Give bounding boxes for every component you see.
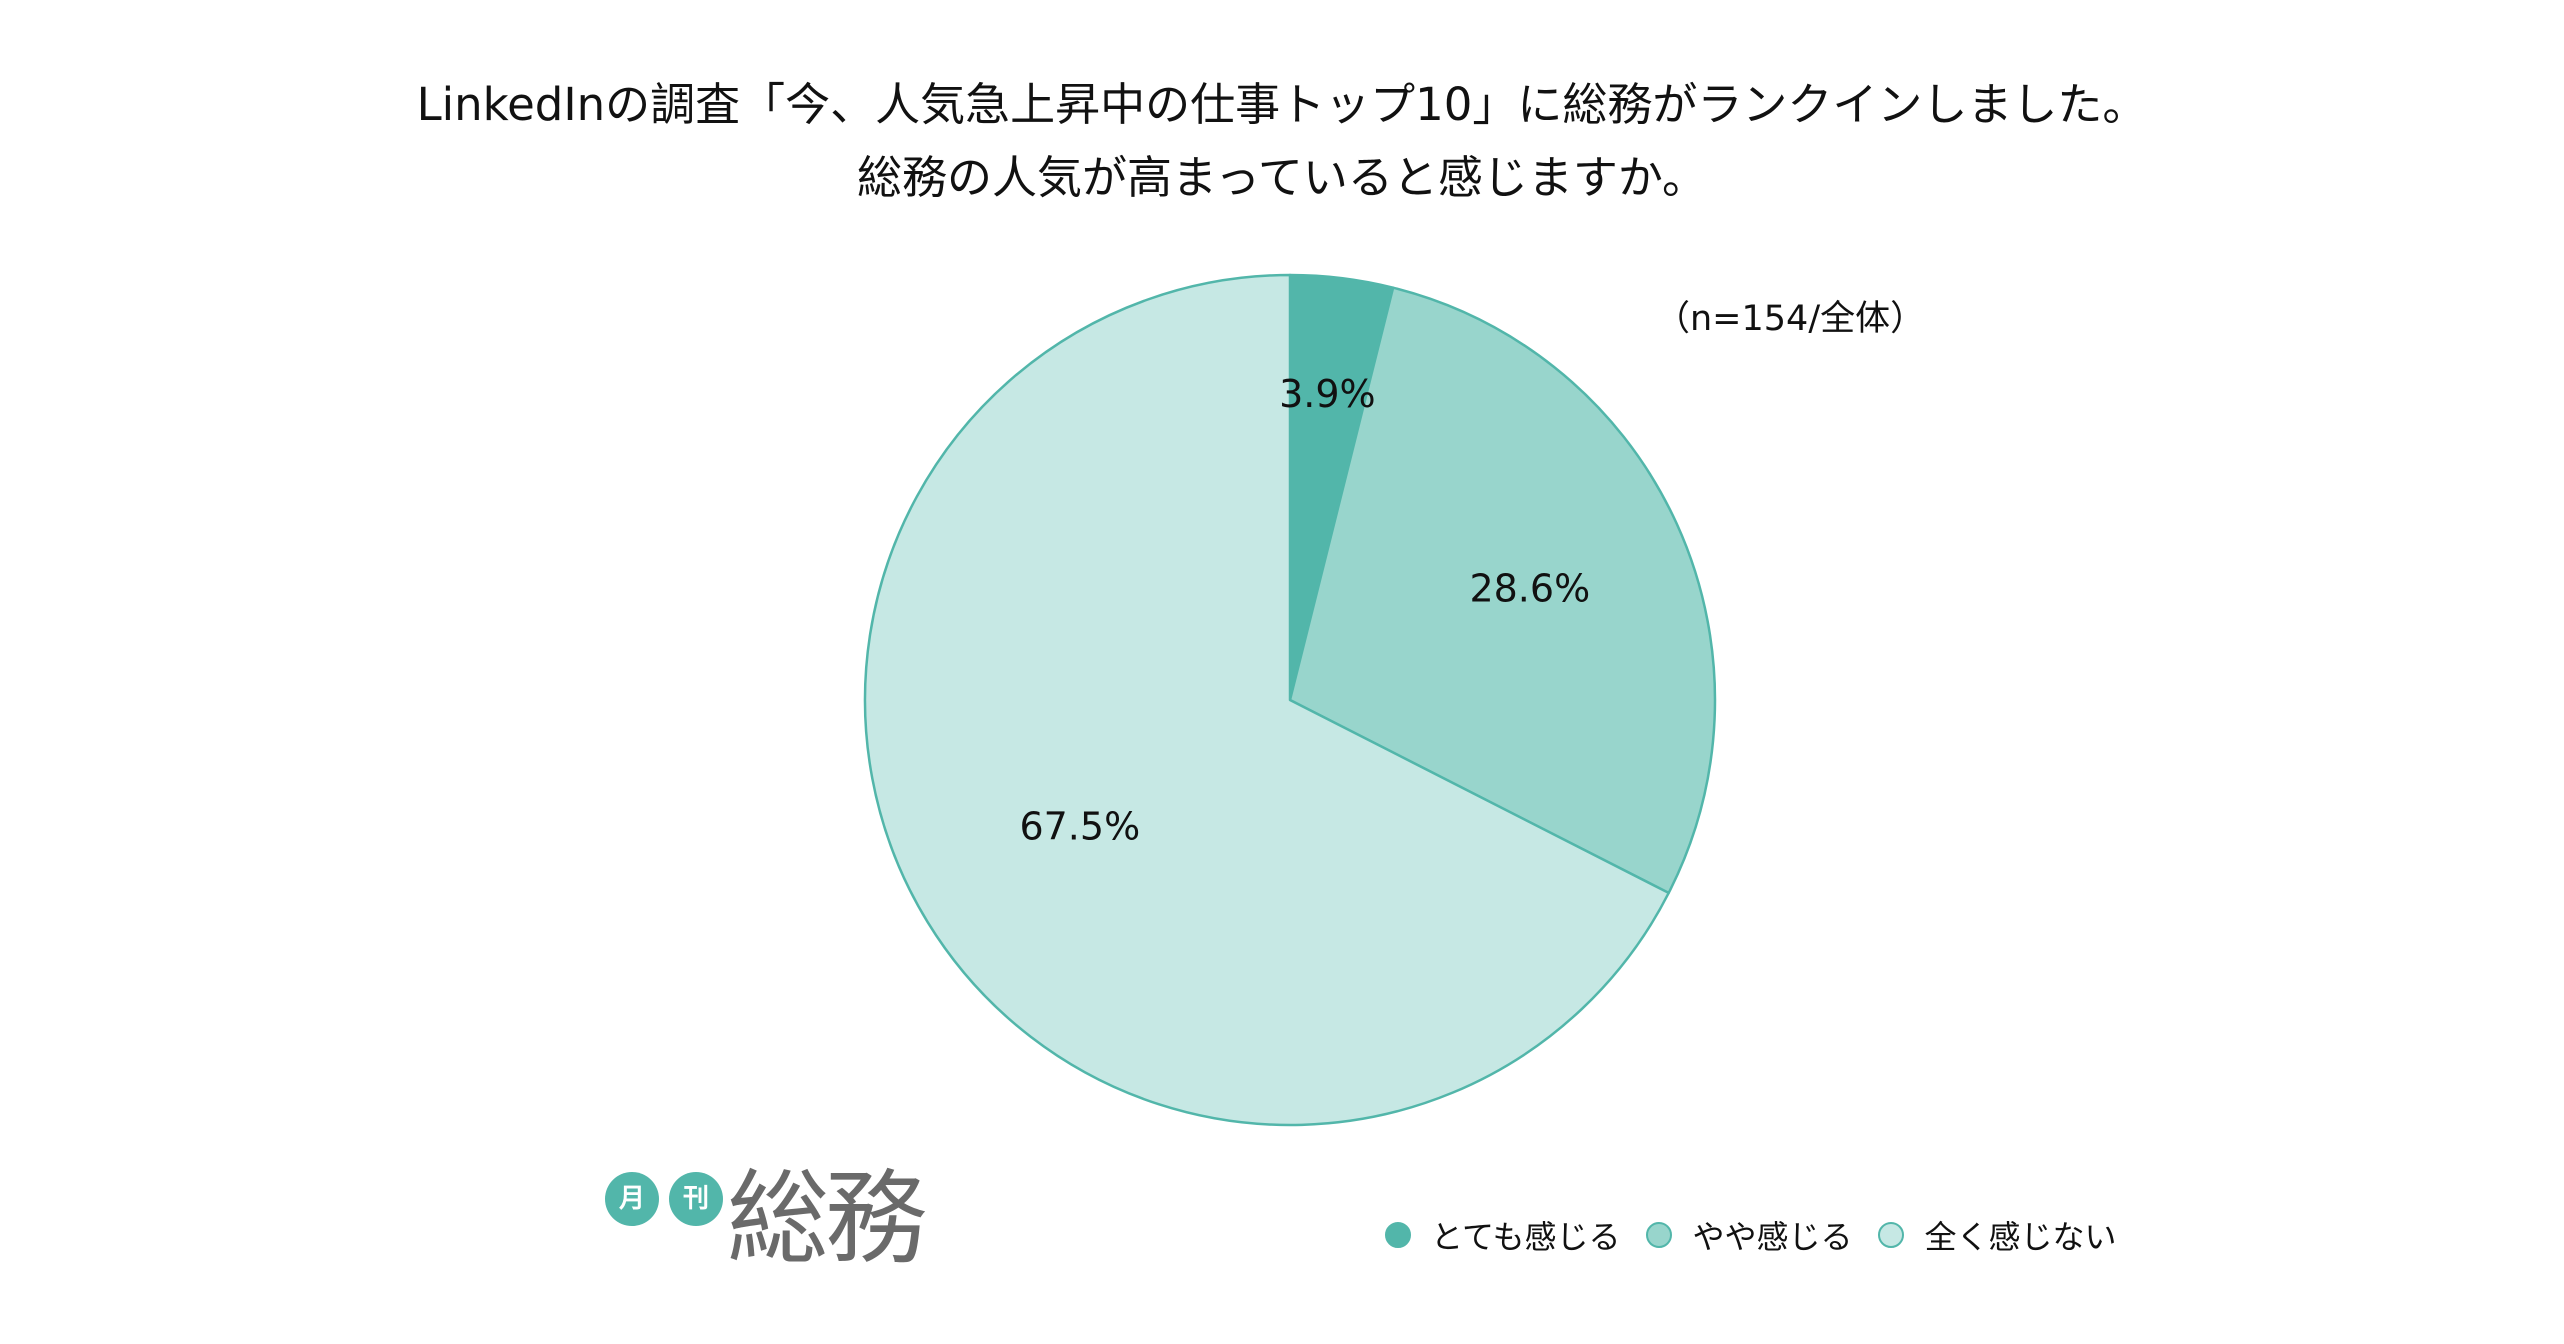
pie-slice-label-3: 67.5% bbox=[1019, 804, 1140, 848]
legend-label: 全く感じない bbox=[1924, 1218, 2117, 1256]
chart-subtitle: 総務の人気が高まっていると感じますか。 bbox=[856, 151, 1708, 204]
legend-label: やや感じる bbox=[1692, 1218, 1853, 1256]
pie-slice-label-1: 3.9% bbox=[1279, 372, 1376, 416]
legend-item-1: とても感じる bbox=[1385, 1212, 1620, 1258]
logo-wordmark: 総務 bbox=[727, 1160, 927, 1279]
legend-item-3: 全く感じない bbox=[1878, 1212, 2116, 1258]
legend-swatch-icon bbox=[1385, 1222, 1411, 1248]
pie-labels: 3.9% 28.6% 67.5% bbox=[1019, 372, 1590, 849]
pie-slice-label-2: 28.6% bbox=[1469, 566, 1590, 610]
pie-slice-3 bbox=[863, 273, 1670, 1127]
legend-item-2: やや感じる bbox=[1646, 1212, 1852, 1258]
logo-badge-kan: 刊 bbox=[669, 1172, 723, 1226]
legend-swatch-icon bbox=[1878, 1222, 1905, 1248]
chart-legend: とても感じる やや感じる 全く感じない bbox=[1385, 1212, 2116, 1258]
chart-title: LinkedInの調査「今、人気急上昇中の仕事トップ10」に総務がランクインしま… bbox=[416, 78, 2148, 131]
pie-slices bbox=[863, 273, 1717, 1127]
pie-slice-2 bbox=[1288, 286, 1717, 895]
legend-swatch-icon bbox=[1646, 1222, 1673, 1248]
logo-badge-getsu: 月 bbox=[605, 1172, 659, 1226]
sample-size-note: （n=154/全体） bbox=[1655, 299, 1926, 339]
legend-label: とても感じる bbox=[1431, 1218, 1621, 1256]
